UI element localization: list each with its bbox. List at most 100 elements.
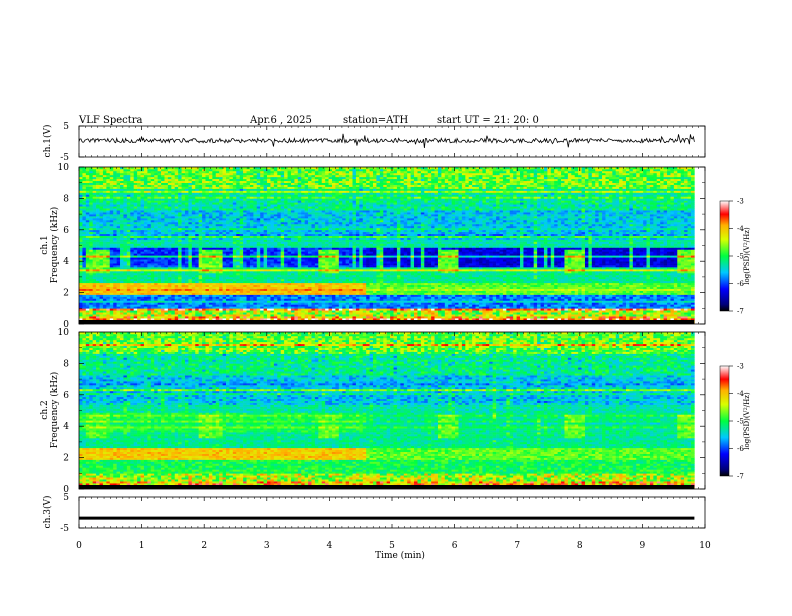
spectrogram-cell xyxy=(561,288,565,291)
spectrogram-cell xyxy=(646,300,651,303)
spectrogram-cell xyxy=(212,280,217,284)
spectrogram-cell xyxy=(212,271,217,274)
spectrogram-cell xyxy=(605,282,610,286)
spectrogram-cell xyxy=(161,304,165,307)
spectrogram-cell xyxy=(198,310,203,313)
spectrogram-cell xyxy=(458,286,463,289)
spectrogram-cell xyxy=(455,304,459,307)
spectrogram-cell xyxy=(390,318,394,321)
spectrogram-cell xyxy=(215,300,220,303)
spectrogram-cell xyxy=(660,314,664,317)
spectrogram-cell xyxy=(338,302,343,305)
spectrogram-cell xyxy=(591,280,596,284)
spectrogram-cell xyxy=(126,318,131,321)
spectrogram-cell xyxy=(120,304,124,307)
spectrogram-cell xyxy=(417,269,422,272)
spectrogram-cell xyxy=(636,282,640,286)
spectrogram-cell xyxy=(164,318,169,321)
spectrogram-cell xyxy=(161,282,165,286)
spectrogram-cell xyxy=(267,292,271,295)
spectrogram-cell xyxy=(673,312,678,315)
spectrogram-cell xyxy=(116,314,121,317)
spectrogram-cell xyxy=(345,314,350,317)
spectrogram-cell xyxy=(670,272,675,276)
spectrogram-cell xyxy=(113,304,117,307)
spectrogram-cell xyxy=(79,300,83,303)
spectrogram-cell xyxy=(496,288,500,291)
spectrogram-cell xyxy=(612,306,617,309)
spectrogram-cell xyxy=(355,280,360,284)
spectrogram-cell xyxy=(328,304,333,307)
spectrogram-cell xyxy=(188,288,193,291)
spectrogram-cell xyxy=(79,284,83,288)
spectrogram-cell xyxy=(174,272,179,276)
spectrogram-cell xyxy=(540,298,545,301)
spectrogram-cell xyxy=(89,271,93,274)
spectrogram-cell xyxy=(670,302,675,305)
spectrogram-cell xyxy=(663,318,668,321)
spectrogram-cell xyxy=(516,308,521,311)
spectrogram-cell xyxy=(116,272,121,276)
spectrogram-cell xyxy=(335,312,340,315)
spectrogram-cell xyxy=(181,278,186,282)
spectrogram-cell xyxy=(157,292,162,295)
spectrogram-cell xyxy=(502,304,507,307)
spectrogram-cell xyxy=(427,288,432,291)
spectrogram-cell xyxy=(554,280,558,284)
spectrogram-cell xyxy=(246,310,251,313)
spectrogram-cell xyxy=(366,304,370,307)
spectrogram-cell xyxy=(342,294,346,297)
spectrogram-cell xyxy=(280,302,285,305)
spectrogram-cell xyxy=(403,271,408,274)
spectrogram-cell xyxy=(485,298,490,301)
spectrogram-cell xyxy=(636,294,640,297)
spectrogram-cell xyxy=(243,282,247,286)
spectrogram-cell xyxy=(663,271,668,274)
spectrogram-cell xyxy=(468,316,473,319)
spectrogram-cell xyxy=(373,276,377,280)
spectrogram-cell xyxy=(458,318,463,321)
spectrogram-cell xyxy=(537,278,541,282)
spectrogram-cell xyxy=(482,286,487,289)
spectrogram-cell xyxy=(219,316,223,319)
spectrogram-cell xyxy=(133,276,138,280)
spectrogram-cell xyxy=(482,300,487,303)
spectrogram-cell xyxy=(130,271,134,274)
spectrogram-cell xyxy=(256,314,261,317)
spectrogram-cell xyxy=(383,300,387,303)
spectrogram-cell xyxy=(273,272,278,276)
spectrogram-cell xyxy=(96,269,100,272)
spectrogram-cell xyxy=(677,280,681,284)
spectrogram-cell xyxy=(325,292,329,295)
spectrogram-cell xyxy=(318,312,323,315)
spectrogram-cell xyxy=(311,304,316,307)
spectrogram-cell xyxy=(267,294,271,297)
spectrogram-cell xyxy=(516,280,521,284)
spectrogram-cell xyxy=(475,304,480,307)
spectrogram-cell xyxy=(533,288,538,291)
spectrogram-cell xyxy=(639,290,644,293)
spectrogram-cell xyxy=(670,294,675,297)
spectrogram-cell xyxy=(164,302,169,305)
spectrogram-cell xyxy=(102,298,107,301)
spectrogram-cell xyxy=(396,296,401,299)
spectrogram-cell xyxy=(547,298,552,301)
spectrogram-cell xyxy=(625,282,630,286)
spectrogram-cell xyxy=(472,298,476,301)
spectrogram-cell xyxy=(595,288,599,291)
spectrogram-cell xyxy=(140,306,145,309)
spectrogram-cell xyxy=(673,296,678,299)
spectrogram-cell xyxy=(509,308,514,311)
spectrogram-cell xyxy=(137,316,141,319)
spectrogram-cell xyxy=(116,298,121,301)
spectrogram-cell xyxy=(82,296,87,299)
spectrogram-cell xyxy=(318,272,323,276)
spectrogram-cell xyxy=(325,304,329,307)
spectrogram-cell xyxy=(198,282,203,286)
spectrogram-cell xyxy=(417,308,422,311)
spectrogram-cell xyxy=(96,296,100,299)
spectrogram-cell xyxy=(396,292,401,295)
spectrogram-cell xyxy=(202,298,206,301)
spectrogram-cell xyxy=(629,278,634,282)
spectrogram-cell xyxy=(533,302,538,305)
